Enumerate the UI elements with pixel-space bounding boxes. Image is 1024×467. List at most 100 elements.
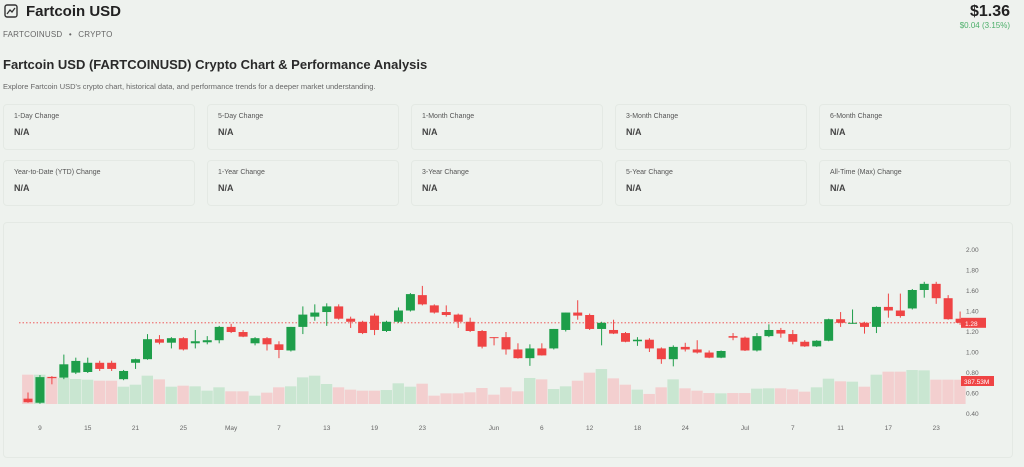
candle-up: [166, 338, 176, 343]
x-tick-label: 24: [682, 425, 690, 432]
volume-bar: [751, 388, 763, 404]
x-tick-label: 17: [885, 425, 893, 432]
y-tick-label: 1.60: [966, 288, 979, 295]
volume-bar: [46, 376, 58, 404]
volume-bar: [440, 393, 452, 404]
volume-bar: [667, 379, 679, 404]
volume-bar: [595, 369, 608, 404]
candle-up: [824, 319, 834, 341]
section-heading: Fartcoin USD (FARTCOINUSD) Crypto Chart …: [3, 57, 428, 72]
candle-down: [501, 337, 511, 350]
candle-up: [71, 360, 81, 373]
volume-bar: [117, 386, 130, 404]
volume-bar: [368, 390, 381, 404]
candle-up: [190, 341, 200, 344]
candle-down: [800, 341, 810, 347]
stat-value: N/A: [830, 127, 846, 137]
candle-up: [632, 339, 642, 342]
candle-down: [931, 283, 941, 299]
volume-bar: [225, 391, 237, 404]
x-tick-label: 25: [180, 425, 188, 432]
candle-down: [23, 398, 33, 403]
x-tick-label: May: [225, 425, 238, 432]
volume-bar: [296, 377, 309, 404]
candle-up: [298, 314, 308, 327]
candle-down: [680, 346, 690, 350]
volume-bar: [165, 386, 177, 404]
candle-down: [346, 318, 356, 322]
y-tick-label: 1.00: [966, 350, 979, 357]
volume-bar: [524, 377, 536, 404]
candle-up: [119, 370, 129, 380]
x-tick-label: 23: [419, 425, 427, 432]
ticker-symbol: FARTCOINUSD: [3, 30, 63, 39]
candle-up: [143, 339, 152, 360]
last-price-tag-label: 1.28: [965, 321, 978, 328]
y-tick-label: 0.40: [966, 411, 979, 418]
x-tick-label: 6: [540, 425, 544, 432]
candlestick-chart-svg[interactable]: 2.00 1.80 1.60 1.40 1.20 1.00 0.80 0.60 0.40 9 15 2…: [4, 223, 1014, 459]
price-chart[interactable]: 2.00 1.80 1.60 1.40 1.20 1.00 0.80 0.60 0.40 9 15 2…: [3, 222, 1013, 458]
volume-bar: [583, 372, 596, 404]
volume-bar: [105, 380, 118, 404]
volume-bar: [810, 387, 823, 404]
candle-down: [477, 331, 487, 347]
volume-bar: [655, 387, 667, 404]
candle-down: [740, 337, 750, 351]
volume-bar: [500, 387, 512, 404]
y-tick-label: 1.40: [966, 309, 979, 316]
volume-bar: [332, 387, 345, 404]
candle-down: [441, 312, 451, 316]
candle-up: [549, 328, 559, 349]
y-tick-label: 2.00: [966, 247, 979, 254]
candle-down: [358, 321, 368, 334]
volume-bar: [942, 379, 954, 404]
volume-bar: [631, 389, 643, 404]
volume-bar: [69, 378, 82, 404]
stat-value: N/A: [422, 183, 438, 193]
asset-type: CRYPTO: [78, 30, 113, 39]
x-tick-label: Jul: [741, 425, 750, 432]
x-tick-label: Jun: [489, 425, 500, 432]
asset-title: Fartcoin USD: [26, 3, 122, 20]
stat-value: N/A: [14, 183, 30, 193]
stat-value: N/A: [830, 183, 846, 193]
volume-bar: [404, 386, 416, 404]
volume-bar: [392, 383, 404, 404]
volume-bar: [512, 391, 524, 404]
volume-bar: [153, 379, 165, 404]
volume-bar: [452, 393, 464, 404]
candle-down: [704, 352, 714, 358]
volume-bar: [774, 388, 787, 404]
candle-down: [453, 314, 463, 322]
x-tick-label: 19: [371, 425, 379, 432]
candle-up: [848, 322, 858, 324]
y-tick-label: 1.20: [966, 329, 979, 336]
candle-up: [250, 338, 260, 344]
stat-card: All-Time (Max) Change N/A: [819, 160, 1011, 206]
candle-up: [393, 310, 403, 322]
stat-card: 1-Day Change N/A: [3, 104, 195, 150]
stat-label: 1-Day Change: [14, 113, 60, 120]
candle-down: [692, 349, 702, 353]
stat-card: 6-Month Change N/A: [819, 104, 1011, 150]
stat-card: 3-Year Change N/A: [411, 160, 603, 206]
candle-down: [95, 362, 105, 369]
stat-label: 5-Year Change: [626, 169, 673, 176]
volume-bar: [727, 393, 739, 404]
volume-bar: [691, 390, 703, 404]
candle-down: [621, 333, 630, 342]
volume-bar: [22, 374, 34, 404]
candle-down: [262, 338, 272, 345]
volume-bar: [177, 385, 189, 404]
volume-bar: [464, 392, 476, 404]
x-tick-label: 12: [586, 425, 594, 432]
stat-label: Year-to-Date (YTD) Change: [14, 169, 101, 176]
volume-bar: [213, 387, 225, 404]
volume-bar: [846, 381, 859, 404]
candle-down: [429, 305, 439, 313]
volume-bar: [894, 371, 906, 404]
stat-value: N/A: [626, 183, 642, 193]
candle-up: [668, 346, 678, 360]
volume-bar: [57, 377, 70, 404]
